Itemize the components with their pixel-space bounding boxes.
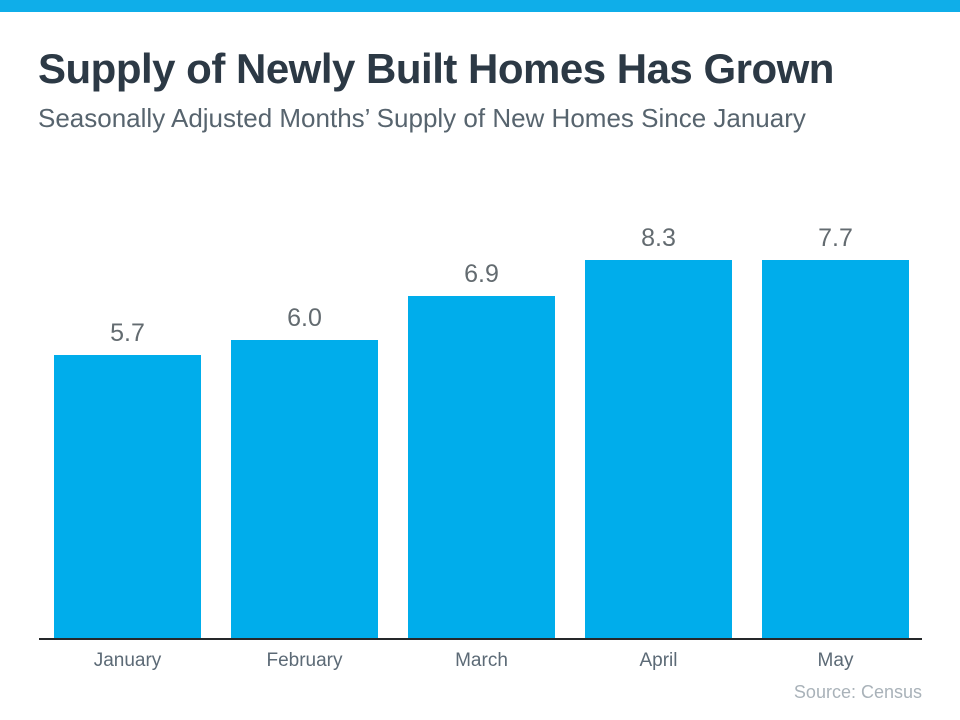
top-accent-bar [0, 0, 960, 12]
bar-group-april: 8.3 April [585, 224, 732, 670]
x-axis-line [39, 638, 922, 640]
chart-title: Supply of Newly Built Homes Has Grown [38, 45, 834, 92]
bar-january [54, 355, 201, 638]
bar-group-march: 6.9 March [408, 226, 555, 670]
bar-group-may: 7.7 May [762, 224, 909, 670]
bar-value-label: 8.3 [641, 224, 676, 252]
bar-february [231, 340, 378, 638]
bar-category-label: January [93, 650, 162, 671]
bar-april [585, 260, 732, 638]
bar-value-label: 5.7 [110, 319, 145, 348]
bar-value-label: 6.9 [464, 259, 499, 288]
bar-march [408, 295, 555, 638]
bar-group-february: 6.0 February [231, 226, 378, 670]
bar-category-label: April [639, 650, 678, 671]
source-attribution: Source: Census [793, 682, 922, 702]
bar-category-label: March [455, 650, 508, 671]
bar-chart-plot-area: 5.7 January 6.0 February 6.9 March 8.3 A… [54, 224, 909, 670]
bar-may [762, 260, 909, 638]
bar-value-label: 6.0 [287, 304, 322, 333]
bar-group-january: 5.7 January [54, 226, 201, 670]
chart-subtitle: Seasonally Adjusted Months’ Supply of Ne… [38, 103, 806, 133]
bar-category-label: February [266, 650, 343, 671]
bar-category-label: May [817, 650, 854, 671]
bar-value-label: 7.7 [818, 224, 853, 252]
